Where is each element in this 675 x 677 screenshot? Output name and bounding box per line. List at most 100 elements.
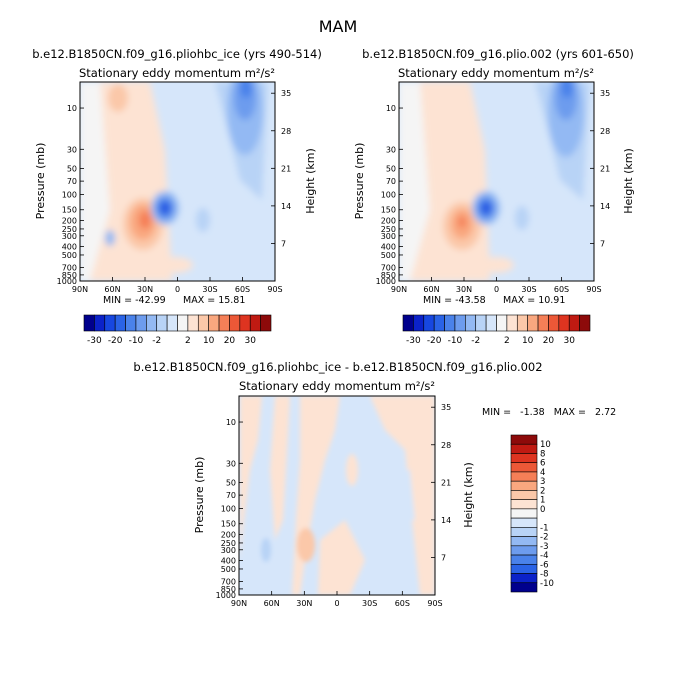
panel-right-xtick-label: 30S bbox=[521, 285, 536, 294]
colorbar-diff-label: 6 bbox=[540, 459, 545, 469]
panel-diff-ytick-label: 700 bbox=[221, 578, 236, 587]
colorbar-diff-swatch bbox=[510, 508, 538, 519]
panel-diff: b.e12.B1850CN.f09_g16.pliohbc_ice - b.e1… bbox=[133, 360, 616, 608]
colorbar-diff-swatch bbox=[510, 462, 538, 473]
colorbar-diff-swatch bbox=[510, 554, 538, 565]
colorbar-swatch bbox=[475, 314, 487, 332]
colorbar-diff-label: 8 bbox=[540, 449, 545, 459]
panel-left-xtick-label: 30S bbox=[202, 285, 217, 294]
colorbar-swatch bbox=[197, 314, 209, 332]
panel-right-ylabel: Pressure (mb) bbox=[353, 143, 366, 220]
panel-left-ytick-label: 250 bbox=[62, 225, 77, 234]
panel-right-ytick-label: 400 bbox=[381, 243, 396, 252]
panel-left-xtick-label: 0 bbox=[175, 285, 180, 294]
colorbar-swatch bbox=[537, 314, 549, 332]
colorbar-swatch bbox=[218, 314, 230, 332]
colorbar-swatch bbox=[229, 314, 241, 332]
colorbar-diff-label: -6 bbox=[540, 560, 548, 570]
panel-left-xtick-label: 30N bbox=[137, 285, 153, 294]
colorbar-label: -20 bbox=[427, 336, 442, 346]
panel-left-xtick-label: 60N bbox=[104, 285, 120, 294]
colorbar-label: 10 bbox=[203, 336, 215, 346]
colorbar-diff-swatch bbox=[510, 499, 538, 510]
colorbar-swatch bbox=[402, 314, 414, 332]
panel-left: b.e12.B1850CN.f09_g16.pliohbc_ice (yrs 4… bbox=[32, 47, 322, 306]
panel-right: b.e12.B1850CN.f09_g16.plio.002 (yrs 601-… bbox=[353, 47, 635, 306]
panel-right-ytick-label: 700 bbox=[381, 264, 396, 273]
colorbar-diff-swatch bbox=[510, 480, 538, 491]
colorbar-diff-label: -3 bbox=[540, 542, 548, 552]
colorbar-diff-label: -2 bbox=[540, 533, 548, 543]
panel-right-ylabel-right: Height (km) bbox=[622, 148, 635, 214]
panel-right-ytick-label: 30 bbox=[386, 145, 396, 154]
panel-right-xtick-label: 0 bbox=[494, 285, 499, 294]
panel-left-ylabel-right: Height (km) bbox=[304, 148, 317, 214]
colorbar-swatch bbox=[444, 314, 456, 332]
colorbar-swatch bbox=[125, 314, 137, 332]
colorbar-swatch bbox=[104, 314, 116, 332]
colorbar-diff-swatch bbox=[510, 573, 538, 584]
panel-left-ytick-label: 200 bbox=[62, 217, 77, 226]
colorbar-swatch bbox=[527, 314, 539, 332]
panel-diff-ytick-right-label: 21 bbox=[441, 478, 451, 487]
colorbar-label: -2 bbox=[471, 336, 480, 346]
colorbar-label: -2 bbox=[152, 336, 161, 346]
panel-right-yticks-right: 35 28 21 14 7 bbox=[590, 89, 610, 248]
panel-diff-ylabel: Pressure (mb) bbox=[193, 457, 206, 534]
panel-diff-ytick-label: 400 bbox=[221, 557, 236, 566]
panel-left-ylabel: Pressure (mb) bbox=[34, 143, 47, 220]
colorbar-swatch bbox=[548, 314, 560, 332]
panel-right-ytick-right-label: 21 bbox=[600, 164, 610, 173]
colorbar-diff-swatch bbox=[510, 527, 538, 537]
colorbar-diff-swatch bbox=[510, 582, 538, 593]
colorbar-swatch bbox=[423, 314, 435, 332]
colorbar-label: -30 bbox=[406, 336, 421, 346]
panel-right-max: MAX = 10.91 bbox=[503, 295, 565, 306]
colorbar-swatch bbox=[516, 314, 528, 332]
colorbar-swatch bbox=[568, 314, 580, 332]
panel-left-ytick-label: 100 bbox=[62, 191, 77, 200]
panel-left-ytick-label: 850 bbox=[62, 271, 77, 280]
panel-left-ytick-label: 10 bbox=[67, 104, 77, 113]
panel-right-ytick-label: 10 bbox=[386, 104, 396, 113]
colorbar-diff-label: 1 bbox=[540, 496, 545, 506]
colorbar-swatch bbox=[135, 314, 147, 332]
panel-left-title: b.e12.B1850CN.f09_g16.pliohbc_ice (yrs 4… bbox=[32, 47, 322, 61]
colorbar-diff-label: 3 bbox=[540, 477, 545, 487]
panel-diff-ytick-label: 300 bbox=[221, 546, 236, 555]
panel-left-min: MIN = -42.99 bbox=[103, 295, 166, 306]
panel-diff-yticks-right: 35 28 21 14 7 bbox=[431, 403, 451, 562]
colorbar-swatch bbox=[208, 314, 220, 332]
panel-diff-ylabel-right: Height (km) bbox=[462, 462, 475, 528]
panel-diff-ytick-right-label: 7 bbox=[441, 553, 446, 562]
colorbar-swatch bbox=[177, 314, 189, 332]
panel-right-ytick-label: 500 bbox=[381, 251, 396, 260]
panel-left-ytick-label: 300 bbox=[62, 232, 77, 241]
colorbar-label: 10 bbox=[522, 336, 534, 346]
panel-diff-xtick-label: 90S bbox=[427, 599, 442, 608]
colorbar-label: -10 bbox=[129, 336, 144, 346]
panel-left-max: MAX = 15.81 bbox=[183, 295, 245, 306]
panel-left-ytick-right-label: 28 bbox=[281, 127, 291, 136]
colorbar-label: -30 bbox=[87, 336, 102, 346]
colorbar-right: -30 -20 -10 -2 2 10 20 30 bbox=[402, 314, 591, 346]
panel-diff-minmax: MIN = -1.38 MAX = 2.72 bbox=[482, 407, 616, 418]
colorbar-diff-label: 2 bbox=[540, 486, 545, 496]
colorbar-swatch bbox=[506, 314, 518, 332]
colorbar-diff-swatch bbox=[510, 443, 538, 454]
panel-right-ytick-label: 250 bbox=[381, 225, 396, 234]
panel-right-xticks: 90N 60N 30N 0 30S 60S 90S bbox=[391, 277, 602, 294]
panel-diff-xtick-label: 0 bbox=[334, 599, 339, 608]
colorbar-swatch bbox=[146, 314, 158, 332]
panel-right-ytick-label: 850 bbox=[381, 271, 396, 280]
panel-left-xticks: 90N 60N 30N 0 30S 60S 90S bbox=[72, 277, 283, 294]
colorbar-swatch bbox=[465, 314, 477, 332]
panel-right-ytick-label: 100 bbox=[381, 191, 396, 200]
panel-right-ytick-label: 50 bbox=[386, 164, 396, 173]
panel-left-ytick-label: 500 bbox=[62, 251, 77, 260]
colorbar-diff-swatch bbox=[510, 490, 538, 500]
panel-left-ytick-label: 150 bbox=[62, 206, 77, 215]
colorbar-swatch bbox=[496, 314, 508, 332]
